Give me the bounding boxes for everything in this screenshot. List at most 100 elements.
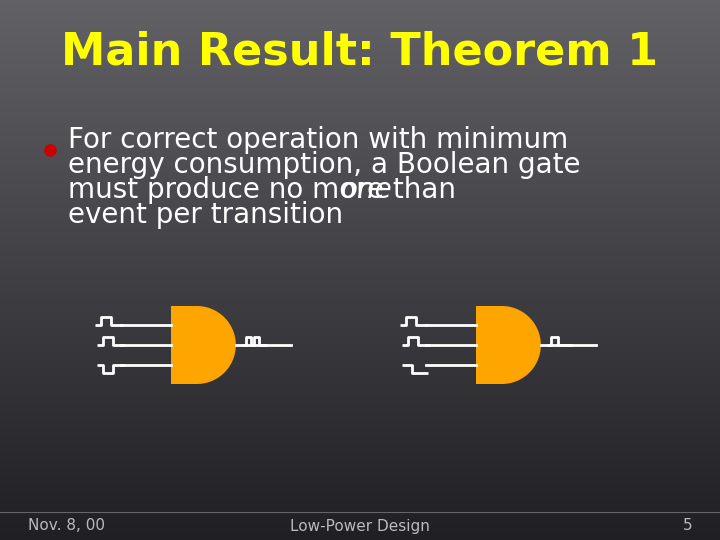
Bar bbox=[0, 88, 720, 92]
Bar bbox=[0, 123, 720, 127]
Bar bbox=[0, 196, 720, 200]
Bar bbox=[0, 401, 720, 405]
Bar bbox=[0, 463, 720, 467]
Bar bbox=[0, 350, 720, 354]
Bar bbox=[0, 523, 720, 526]
Bar bbox=[0, 426, 720, 429]
Bar bbox=[0, 72, 720, 76]
Bar bbox=[0, 480, 720, 483]
Bar bbox=[0, 56, 720, 59]
Bar bbox=[0, 331, 720, 335]
Bar bbox=[0, 309, 720, 313]
Bar bbox=[0, 23, 720, 27]
Bar bbox=[0, 380, 720, 383]
Bar bbox=[0, 212, 720, 216]
Bar bbox=[0, 304, 720, 308]
Bar bbox=[0, 517, 720, 521]
Bar bbox=[0, 31, 720, 35]
Bar bbox=[0, 215, 720, 219]
Bar bbox=[0, 355, 720, 359]
Bar bbox=[0, 191, 720, 194]
Bar bbox=[0, 372, 720, 375]
Bar bbox=[0, 250, 720, 254]
Text: energy consumption, a Boolean gate: energy consumption, a Boolean gate bbox=[68, 151, 580, 179]
Bar bbox=[0, 515, 720, 518]
Bar bbox=[0, 434, 720, 437]
Bar bbox=[0, 493, 720, 497]
Bar bbox=[0, 390, 720, 394]
Bar bbox=[0, 188, 720, 192]
Bar bbox=[0, 193, 720, 197]
Bar bbox=[0, 358, 720, 362]
Bar bbox=[0, 15, 720, 19]
Bar bbox=[0, 112, 720, 116]
Bar bbox=[0, 83, 720, 86]
Text: event per transition: event per transition bbox=[68, 201, 343, 229]
Bar bbox=[0, 318, 720, 321]
Bar bbox=[0, 431, 720, 435]
Bar bbox=[0, 447, 720, 451]
Bar bbox=[0, 145, 720, 148]
Bar bbox=[0, 288, 720, 292]
Bar bbox=[0, 18, 720, 22]
Bar bbox=[0, 361, 720, 365]
Bar bbox=[0, 369, 720, 373]
Bar bbox=[0, 50, 720, 54]
Bar bbox=[0, 404, 720, 408]
Bar bbox=[0, 64, 720, 68]
Bar bbox=[0, 328, 720, 332]
Bar bbox=[0, 142, 720, 146]
Bar bbox=[0, 450, 720, 454]
Bar bbox=[0, 534, 720, 537]
Bar bbox=[0, 385, 720, 389]
Bar bbox=[0, 407, 720, 410]
Bar bbox=[0, 131, 720, 135]
Bar bbox=[0, 336, 720, 340]
Bar bbox=[0, 104, 720, 108]
Bar bbox=[0, 393, 720, 397]
Bar bbox=[0, 85, 720, 89]
Bar bbox=[0, 91, 720, 94]
Bar bbox=[0, 96, 720, 100]
Bar bbox=[0, 174, 720, 178]
Polygon shape bbox=[476, 306, 541, 384]
Bar bbox=[0, 102, 720, 105]
Bar bbox=[0, 274, 720, 278]
Bar bbox=[0, 107, 720, 111]
Bar bbox=[0, 7, 720, 11]
Bar bbox=[0, 396, 720, 400]
Bar bbox=[0, 264, 720, 267]
Bar bbox=[0, 453, 720, 456]
Bar bbox=[0, 223, 720, 227]
Bar bbox=[0, 293, 720, 297]
Bar bbox=[0, 258, 720, 262]
Bar bbox=[0, 61, 720, 65]
Bar bbox=[0, 444, 720, 448]
Bar bbox=[0, 4, 720, 8]
Bar bbox=[0, 220, 720, 224]
Bar bbox=[0, 166, 720, 170]
Bar bbox=[0, 37, 720, 40]
Bar bbox=[0, 525, 720, 529]
Bar bbox=[0, 75, 720, 78]
Bar bbox=[0, 39, 720, 43]
Bar bbox=[0, 536, 720, 540]
Bar bbox=[0, 2, 720, 5]
Bar bbox=[0, 466, 720, 470]
Bar bbox=[0, 277, 720, 281]
Bar bbox=[0, 115, 720, 119]
Bar bbox=[0, 282, 720, 286]
Text: Main Result: Theorem 1: Main Result: Theorem 1 bbox=[61, 30, 659, 73]
Bar bbox=[0, 382, 720, 386]
Bar bbox=[0, 412, 720, 416]
Bar bbox=[0, 477, 720, 481]
Bar bbox=[0, 490, 720, 494]
Bar bbox=[0, 280, 720, 284]
Bar bbox=[0, 423, 720, 427]
Bar bbox=[0, 509, 720, 513]
Bar bbox=[0, 353, 720, 356]
Bar bbox=[0, 520, 720, 524]
Bar bbox=[0, 158, 720, 162]
Bar bbox=[0, 269, 720, 273]
Bar bbox=[0, 420, 720, 424]
